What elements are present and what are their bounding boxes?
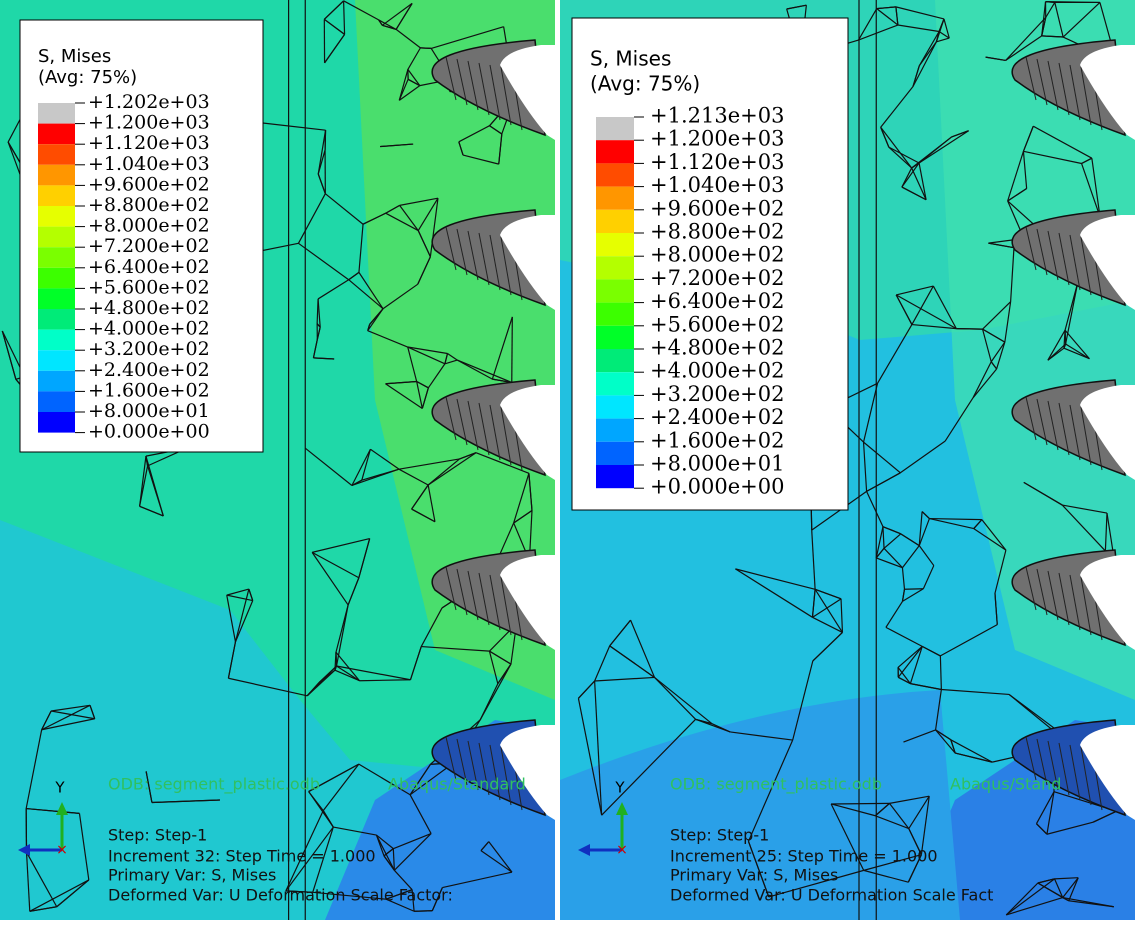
legend-swatch [596,117,634,140]
mesh-edge [831,803,889,804]
solver-label: Abaqus/Standard [388,775,526,794]
odb-label: ODB: segment_plastic.odb [108,775,320,795]
legend-swatch [596,303,634,326]
legend-title: S, Mises [38,46,111,67]
legend-label: +4.800e+02 [88,297,210,319]
legend-label: +6.400e+02 [650,289,784,313]
legend-swatch [38,124,75,145]
info-increment: Increment 32: Step Time = 1.000 [108,847,376,866]
legend-label: +4.000e+02 [88,318,210,340]
legend-label: +1.200e+03 [650,127,784,151]
legend-label: +9.600e+02 [650,196,784,220]
viewport: S, Mises(Avg: 75%)+1.202e+03+1.200e+03+1… [0,0,555,920]
legend-label: +1.600e+02 [88,379,210,401]
info-step: Step: Step-1 [670,826,769,845]
legend-swatch [38,144,75,165]
legend-swatch [38,288,75,309]
odb-label: ODB: segment_plastic.odb [670,775,882,795]
legend-label: +1.120e+03 [88,132,210,154]
legend-label: +4.800e+02 [650,336,784,360]
legend-swatch [596,210,634,233]
legend-swatch [596,256,634,279]
info-increment: Increment 25: Step Time = 1.000 [670,847,938,866]
legend-label: +2.400e+02 [650,405,784,429]
legend-subtitle: (Avg: 75%) [590,72,700,96]
legend-swatch [38,103,75,124]
viewport: S, Mises(Avg: 75%)+1.213e+03+1.200e+03+1… [560,0,1135,920]
legend-swatch [38,247,75,268]
legend-label: +1.213e+03 [650,104,784,128]
legend-swatch [596,419,634,442]
legend-label: +1.600e+02 [650,428,784,452]
info-step: Step: Step-1 [108,826,207,845]
info-primary: Primary Var: S, Mises [108,866,276,885]
solver-label: Abaqus/Stand [950,775,1061,794]
legend-swatch [596,233,634,256]
legend-label: +8.000e+02 [650,243,784,267]
legend-swatch [38,391,75,412]
page: S, Mises(Avg: 75%)+1.202e+03+1.200e+03+1… [0,0,1135,927]
legend-swatch [38,371,75,392]
info-deformed: Deformed Var: U Deformation Scale Factor… [108,886,453,905]
mesh-edge [420,48,431,49]
legend-label: +8.800e+02 [650,220,784,244]
triad-y-label: Y [614,779,625,797]
mesh-edge [956,329,982,330]
legend-swatch [596,163,634,186]
triad-z: × [616,842,628,858]
legend-label: +8.000e+01 [650,452,784,476]
legend-label: +4.000e+02 [650,359,784,383]
legend-label: +1.120e+03 [650,150,784,174]
legend-swatch [596,465,634,488]
mesh-edge [336,652,337,666]
legend-swatch [38,412,75,433]
legend-label: +8.800e+02 [88,194,210,216]
legend-label: +1.040e+03 [88,153,210,175]
legend-label: +9.600e+02 [88,173,210,195]
legend-swatch [596,372,634,395]
legend-label: +8.000e+01 [88,400,210,422]
legend-label: +8.000e+02 [88,215,210,237]
legend-swatch [38,309,75,330]
legend-swatch [38,268,75,289]
legend-swatch [596,326,634,349]
legend-swatch [596,140,634,163]
mesh-edge [1065,330,1066,344]
legend-subtitle: (Avg: 75%) [38,67,137,88]
legend-label: +7.200e+02 [650,266,784,290]
legend-label: +5.600e+02 [88,276,210,298]
legend-swatch [38,185,75,206]
legend-label: +1.040e+03 [650,173,784,197]
legend-label: +7.200e+02 [88,235,210,257]
legend-label: +2.400e+02 [88,359,210,381]
legend-swatch [38,165,75,186]
legend-swatch [596,349,634,372]
legend-label: +1.200e+03 [88,112,210,134]
info-deformed: Deformed Var: U Deformation Scale Fact [670,886,993,905]
triad-z: × [56,842,68,858]
legend-swatch [596,187,634,210]
legend-label: +0.000e+00 [88,421,210,443]
info-primary: Primary Var: S, Mises [670,866,838,885]
legend-swatch [596,279,634,302]
legend-swatch [38,330,75,351]
legend-swatch [596,395,634,418]
legend-title: S, Mises [590,47,671,71]
legend-swatch [38,227,75,248]
mesh-edge [1046,2,1055,3]
legend-swatch [38,206,75,227]
legend-label: +1.202e+03 [88,91,210,113]
legend-swatch [38,350,75,371]
legend-label: +5.600e+02 [650,312,784,336]
legend-label: +3.200e+02 [88,338,210,360]
legend-swatch [596,442,634,465]
triad-y-label: Y [54,779,65,797]
mesh-edge [512,317,513,383]
legend-label: +3.200e+02 [650,382,784,406]
legend-label: +6.400e+02 [88,256,210,278]
legend-label: +0.000e+00 [650,475,784,499]
